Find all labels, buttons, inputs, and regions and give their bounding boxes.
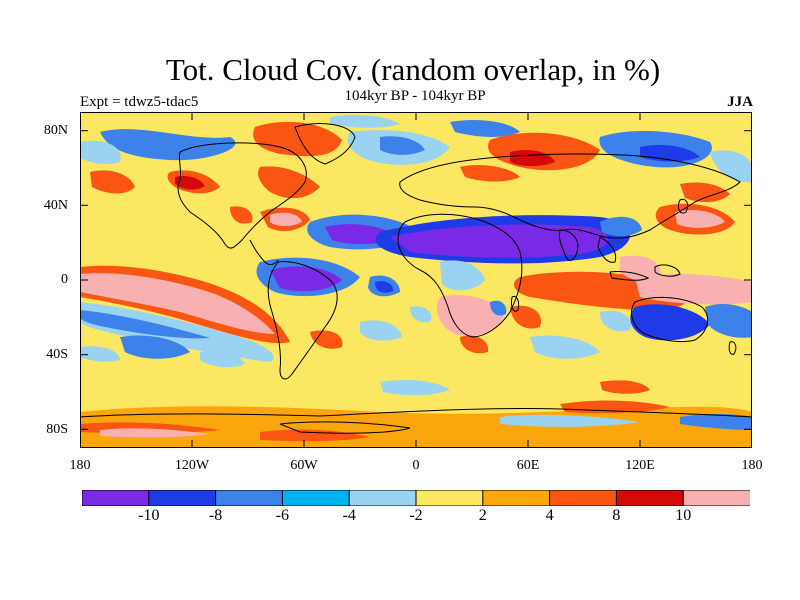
season-label: JJA — [727, 94, 753, 110]
axis-ticks — [80, 112, 752, 448]
plot-subtitle: 104kyr BP - 104kyr BP — [344, 88, 486, 104]
colorbar-label: 2 — [478, 507, 487, 524]
colorbar-label: -10 — [138, 507, 160, 524]
colorbar-svg — [82, 490, 750, 506]
x-tick-label: 120W — [174, 458, 210, 473]
colorbar-swatch — [148, 490, 217, 506]
colorbar-swatch — [482, 490, 551, 506]
coastlines — [80, 123, 752, 434]
colorbar-label: -6 — [275, 507, 290, 524]
x-tick-label: 180 — [741, 458, 763, 473]
plot-title: Tot. Cloud Cov. (random overlap, in %) — [165, 52, 661, 87]
colorbar-label: 10 — [675, 507, 692, 524]
colorbar-swatch — [615, 490, 685, 506]
x-tick-label: 60W — [290, 458, 318, 473]
y-tick-label: 80N — [43, 123, 68, 138]
cloud-cover-map — [80, 112, 752, 448]
colorbar — [82, 490, 750, 506]
colorbar-swatch — [348, 490, 418, 506]
colorbar-swatch — [281, 490, 351, 506]
x-tick-label: 60E — [516, 458, 540, 473]
colorbar-swatch — [415, 490, 484, 506]
x-tick-label: 0 — [412, 458, 420, 473]
colorbar-swatch — [82, 490, 150, 506]
experiment-label: Expt = tdwz5-tdac5 — [80, 94, 199, 110]
colorbar-swatch — [682, 490, 750, 506]
colorbar-label: -2 — [409, 507, 423, 524]
y-tick-label: 80S — [46, 422, 68, 437]
anomaly-fields — [80, 114, 752, 448]
y-tick-label: 0 — [61, 272, 68, 287]
colorbar-swatch — [215, 490, 284, 506]
colorbar-label: 8 — [612, 507, 621, 524]
x-tick-label: 180 — [69, 458, 91, 473]
y-tick-label: 40N — [43, 198, 68, 213]
map-svg — [80, 112, 752, 448]
colorbar-label: -8 — [208, 507, 223, 524]
x-tick-label: 120E — [625, 458, 655, 473]
colorbar-label: -4 — [342, 507, 356, 524]
colorbar-swatch — [549, 490, 618, 506]
colorbar-label: 4 — [545, 507, 554, 524]
y-tick-label: 40S — [46, 347, 68, 362]
